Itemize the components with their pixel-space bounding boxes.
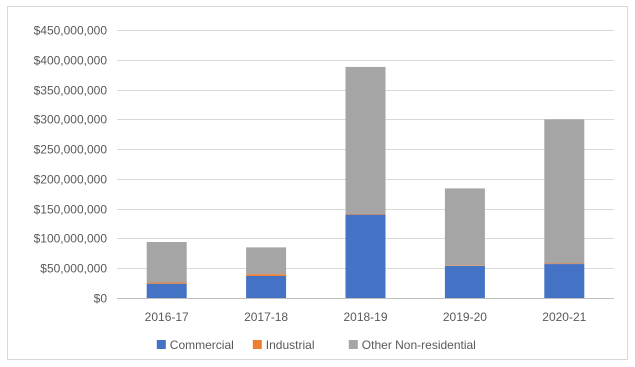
- legend-label-industrial: Industrial: [266, 338, 315, 352]
- bar-industrial-2019-20: [444, 265, 485, 266]
- y-tick-label: $250,000,000: [34, 143, 108, 157]
- bar-commercial-2019-20: [444, 265, 485, 298]
- y-tick-label: $200,000,000: [34, 173, 108, 187]
- bar-commercial-2020-21: [544, 264, 585, 298]
- bars: [146, 66, 585, 298]
- bar-other-non-residential-2018-19: [345, 66, 386, 215]
- y-tick-label: $0: [94, 292, 108, 306]
- x-axis-tick-labels: 2016-17 2017-18 2018-19 2019-20 2020-21: [145, 310, 587, 324]
- bar-commercial-2018-19: [345, 214, 386, 298]
- legend-label-other-non-residential: Other Non-residential: [362, 338, 476, 352]
- bar-industrial-2018-19: [345, 214, 386, 215]
- bar-industrial-2016-17: [146, 282, 187, 284]
- bar-commercial-2017-18: [246, 275, 287, 298]
- legend-label-commercial: Commercial: [170, 338, 234, 352]
- bar-other-non-residential-2016-17: [146, 242, 187, 283]
- gridlines: [117, 30, 614, 299]
- bar-industrial-2017-18: [246, 274, 287, 276]
- chart-frame: [7, 6, 628, 360]
- x-tick-label: 2018-19: [343, 310, 387, 324]
- y-tick-label: $350,000,000: [34, 84, 108, 98]
- legend: Commercial Industrial Other Non-residentia…: [156, 338, 476, 352]
- bar-commercial-2016-17: [146, 283, 187, 298]
- bar-industrial-2020-21: [544, 263, 585, 265]
- y-tick-label: $400,000,000: [34, 54, 108, 68]
- legend-swatch-industrial: [252, 340, 262, 349]
- x-tick-label: 2019-20: [443, 310, 487, 324]
- legend-swatch-other-non-residential: [348, 340, 358, 349]
- x-tick-label: 2017-18: [244, 310, 288, 324]
- bar-other-non-residential-2020-21: [544, 119, 585, 264]
- y-tick-label: $50,000,000: [40, 262, 107, 276]
- y-tick-label: $150,000,000: [34, 203, 108, 217]
- legend-swatch-commercial: [156, 340, 166, 349]
- bar-other-non-residential-2017-18: [246, 247, 287, 275]
- x-tick-label: 2016-17: [145, 310, 189, 324]
- y-axis-tick-labels: $0 $50,000,000 $100,000,000 $150,000,000 $20…: [34, 24, 108, 306]
- y-tick-label: $450,000,000: [34, 24, 108, 38]
- bar-other-non-residential-2019-20: [444, 188, 485, 266]
- y-tick-label: $100,000,000: [34, 232, 108, 246]
- y-tick-label: $300,000,000: [34, 113, 108, 127]
- x-tick-label: 2020-21: [542, 310, 586, 324]
